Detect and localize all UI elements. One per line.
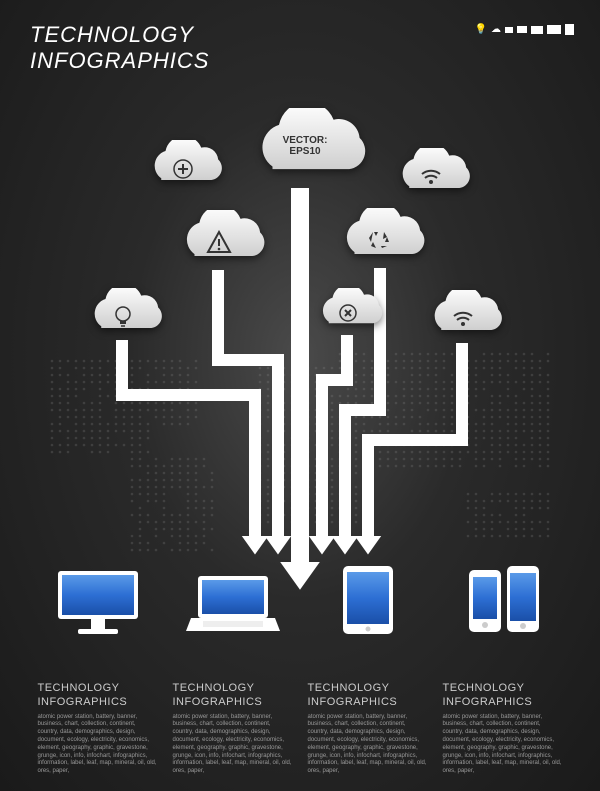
recycle-icon <box>367 228 391 252</box>
wifi-icon <box>420 168 442 186</box>
signal-icon <box>452 310 474 328</box>
device-phones <box>448 566 558 636</box>
column-subtitle: INFOGRAPHICS <box>308 696 428 708</box>
column-subtitle: INFOGRAPHICS <box>443 696 563 708</box>
clouds-layer: VECTOR:EPS10 <box>0 0 600 791</box>
warn-icon <box>206 230 232 254</box>
column-subtitle: INFOGRAPHICS <box>173 696 293 708</box>
x-icon <box>339 304 357 322</box>
cloud-signal <box>420 290 505 345</box>
column-body: atomic power station, battery, banner, b… <box>38 714 158 776</box>
column-1: TECHNOLOGY INFOGRAPHICS atomic power sta… <box>38 682 158 776</box>
column-title: TECHNOLOGY <box>308 682 428 694</box>
main-cloud-label: VECTOR:EPS10 <box>283 135 328 157</box>
column-title: TECHNOLOGY <box>443 682 563 694</box>
cloud-warn <box>170 210 268 272</box>
bulb-icon <box>114 306 132 328</box>
column-2: TECHNOLOGY INFOGRAPHICS atomic power sta… <box>173 682 293 776</box>
column-4: TECHNOLOGY INFOGRAPHICS atomic power sta… <box>443 682 563 776</box>
column-subtitle: INFOGRAPHICS <box>38 696 158 708</box>
cloud-bulb <box>80 288 165 343</box>
device-laptop <box>178 566 288 636</box>
plus-icon <box>173 159 193 179</box>
cloud-wifi <box>388 148 473 203</box>
cloud-recycle <box>330 208 428 270</box>
cloud-plus <box>140 140 225 195</box>
column-body: atomic power station, battery, banner, b… <box>443 714 563 776</box>
column-3: TECHNOLOGY INFOGRAPHICS atomic power sta… <box>308 682 428 776</box>
column-body: atomic power station, battery, banner, b… <box>173 714 293 776</box>
devices-row <box>0 566 600 636</box>
column-title: TECHNOLOGY <box>173 682 293 694</box>
device-monitor <box>43 566 153 636</box>
columns-row: TECHNOLOGY INFOGRAPHICS atomic power sta… <box>0 682 600 776</box>
column-body: atomic power station, battery, banner, b… <box>308 714 428 776</box>
column-title: TECHNOLOGY <box>38 682 158 694</box>
cloud-x <box>310 288 385 336</box>
cloud-main: VECTOR:EPS10 <box>240 108 370 188</box>
device-tablet <box>313 566 423 636</box>
